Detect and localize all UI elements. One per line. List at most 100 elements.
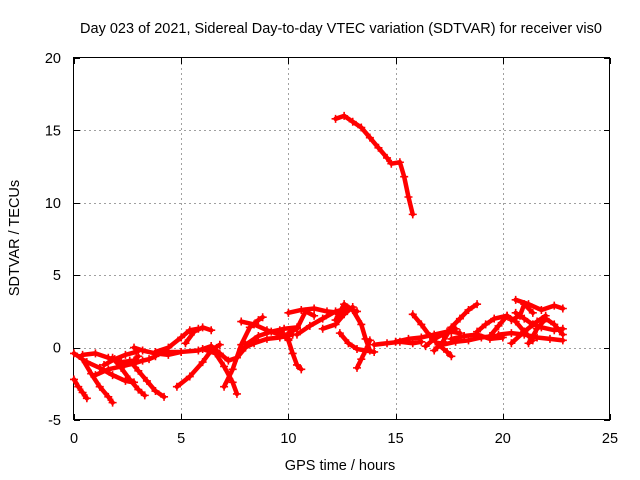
- data-point: [438, 340, 447, 349]
- data-point: [275, 326, 284, 335]
- data-point: [292, 360, 301, 369]
- data-point: [533, 324, 542, 333]
- data-point: [91, 371, 100, 380]
- data-point: [108, 371, 117, 380]
- data-point: [258, 313, 267, 322]
- data-point: [95, 363, 104, 372]
- data-point: [507, 339, 516, 348]
- data-point: [82, 358, 91, 367]
- data-point: [288, 349, 297, 358]
- data-point: [528, 308, 537, 317]
- data-point: [121, 350, 130, 359]
- data-point: [365, 336, 374, 345]
- data-point: [404, 193, 413, 202]
- data-arc-arc-8: [125, 356, 169, 401]
- data-point: [297, 305, 306, 314]
- axis-layer: 0 5 10 15 20 25 -5 0 5 10 15 20: [45, 51, 618, 447]
- data-arc-track: [71, 351, 115, 405]
- data-point: [108, 398, 117, 407]
- data-arc-track: [354, 338, 373, 371]
- data-point: [160, 392, 169, 401]
- data-point: [220, 382, 229, 391]
- data-point: [447, 352, 456, 361]
- data-point: [262, 334, 271, 343]
- data-point: [237, 345, 246, 354]
- data-point: [473, 327, 482, 336]
- data-point: [357, 320, 366, 329]
- data-point: [387, 159, 396, 168]
- data-point: [344, 339, 353, 348]
- data-point: [78, 350, 87, 359]
- data-point: [520, 314, 529, 323]
- data-point: [447, 334, 456, 343]
- y-tick-label: 5: [53, 268, 61, 284]
- data-point: [340, 310, 349, 319]
- data-point: [284, 336, 293, 345]
- data-point: [485, 332, 494, 341]
- data-point: [370, 340, 379, 349]
- data-point: [134, 352, 143, 361]
- data-point: [190, 327, 199, 336]
- x-tick-label: 0: [70, 431, 78, 447]
- data-point: [545, 334, 554, 343]
- data-point: [318, 314, 327, 323]
- data-point: [417, 333, 426, 342]
- data-point: [241, 340, 250, 349]
- data-point: [511, 295, 520, 304]
- data-point: [357, 123, 366, 132]
- data-point: [550, 301, 559, 310]
- data-arc-arc-16: [220, 313, 267, 391]
- data-arc-track: [101, 349, 139, 368]
- data-point: [130, 343, 139, 352]
- data-arc-arc-38: [507, 311, 550, 348]
- data-point: [284, 329, 293, 338]
- data-point: [134, 385, 143, 394]
- data-point: [460, 332, 469, 341]
- data-point: [151, 347, 160, 356]
- data-arc-arc-7: [108, 353, 149, 400]
- data-point: [421, 342, 430, 351]
- data-point: [528, 320, 537, 329]
- data-point: [292, 330, 301, 339]
- data-point: [464, 305, 473, 314]
- data-point: [82, 394, 91, 403]
- x-axis-label: GPS time / hours: [285, 458, 395, 474]
- data-point: [404, 334, 413, 343]
- data-point: [138, 346, 147, 355]
- data-point: [361, 346, 370, 355]
- data-point: [237, 317, 246, 326]
- data-point: [425, 332, 434, 341]
- data-point: [207, 326, 216, 335]
- data-point: [515, 311, 524, 320]
- data-point: [340, 300, 349, 309]
- data-point: [310, 304, 319, 313]
- data-point: [357, 355, 366, 364]
- data-point: [262, 326, 271, 335]
- data-arc-arc-12: [181, 323, 216, 348]
- data-point: [254, 332, 263, 341]
- data-point: [145, 355, 154, 364]
- data-point: [430, 334, 439, 343]
- data-point: [100, 360, 109, 369]
- data-point: [494, 330, 503, 339]
- data-point: [400, 172, 409, 181]
- data-point: [228, 378, 237, 387]
- y-axis-label: SDTVAR / TECUs: [7, 180, 23, 296]
- data-point: [395, 158, 404, 167]
- data-arc-track: [286, 309, 317, 336]
- data-point: [383, 153, 392, 162]
- y-tick-label: 0: [53, 341, 61, 357]
- series-layer: [70, 111, 567, 407]
- data-point: [138, 356, 147, 365]
- data-point: [374, 143, 383, 152]
- data-point: [473, 300, 482, 309]
- data-point: [494, 321, 503, 330]
- data-point: [70, 375, 78, 384]
- y-tick-label: 15: [45, 123, 61, 139]
- data-point: [284, 308, 293, 317]
- data-point: [331, 114, 340, 123]
- chart-title: Day 023 of 2021, Sidereal Day-to-day VTE…: [80, 21, 602, 37]
- data-point: [430, 346, 439, 355]
- data-point: [297, 365, 306, 374]
